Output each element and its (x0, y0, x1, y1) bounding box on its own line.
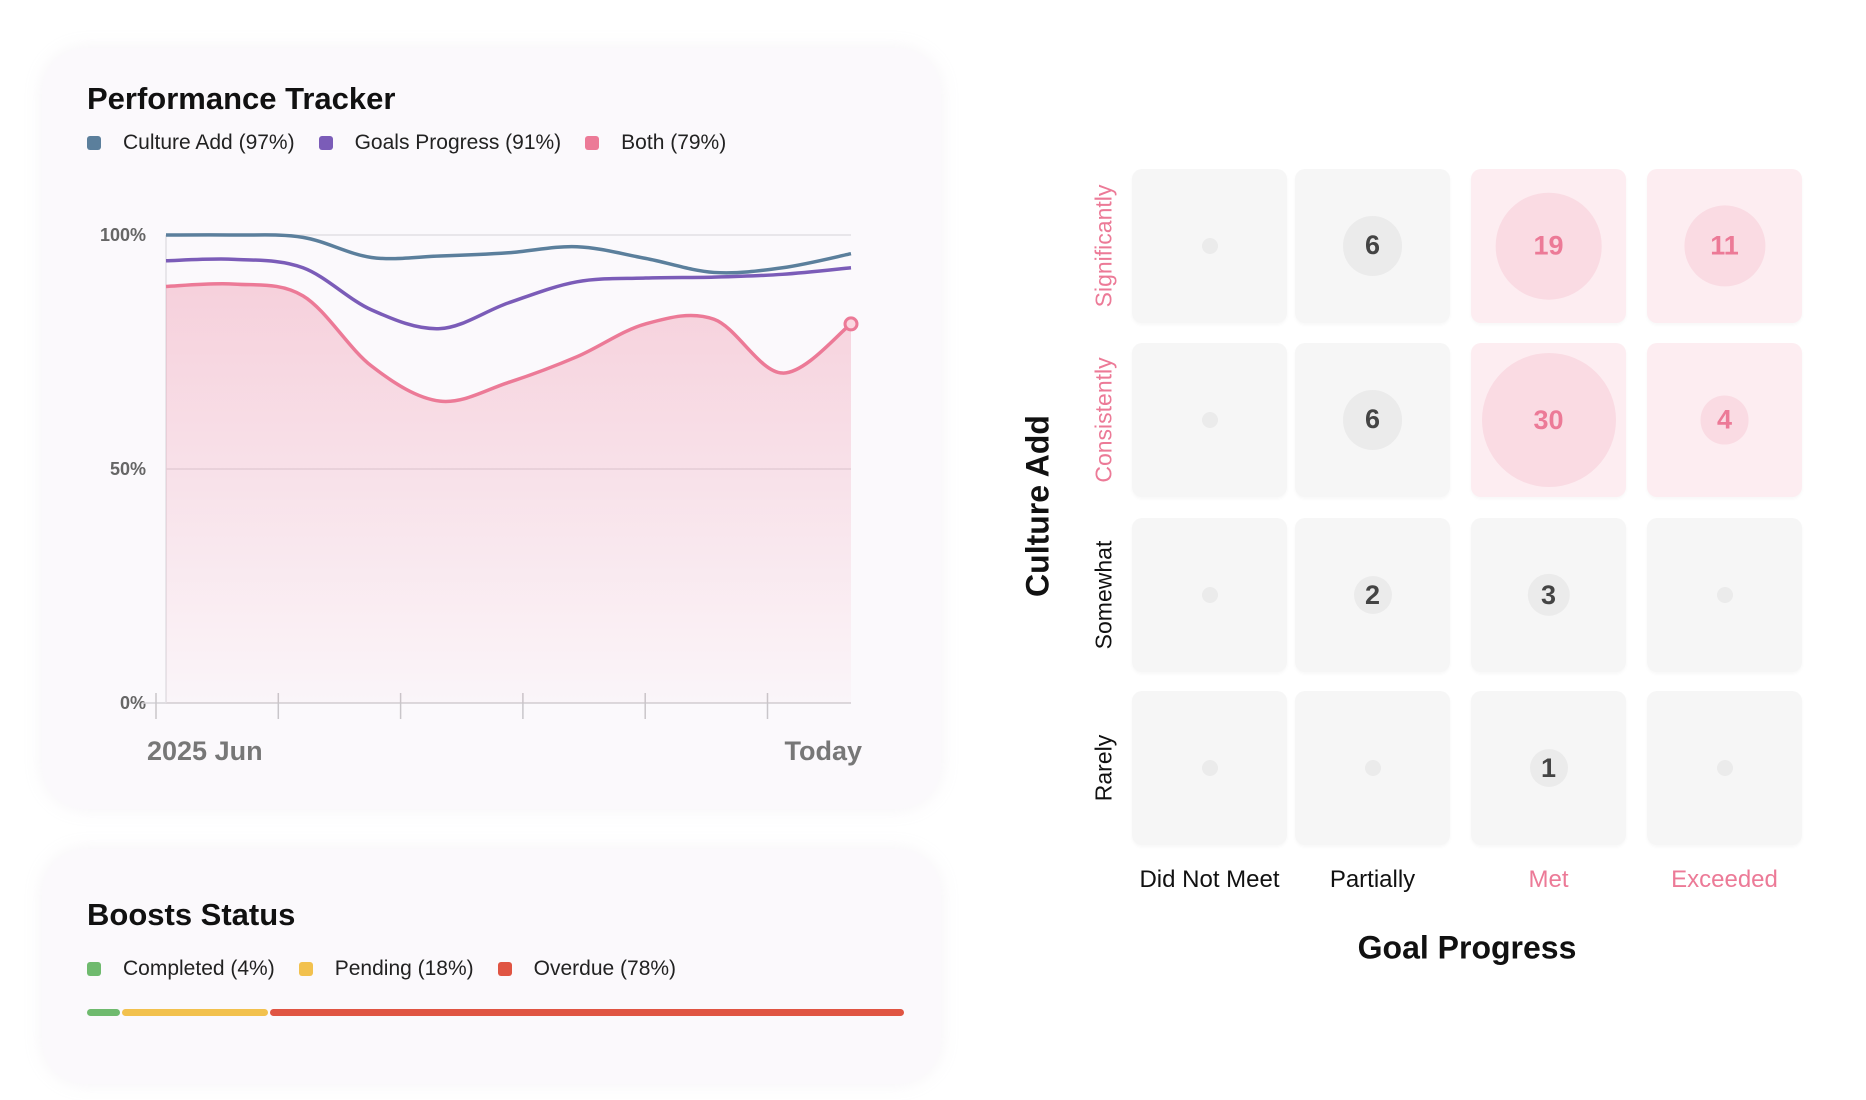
series-line (165, 282, 853, 404)
x-label-start: 2025 Jun (147, 736, 263, 766)
count-bubble: 4 (1700, 395, 1749, 445)
bar-segment (121, 1009, 268, 1016)
matrix-cell[interactable]: 11 (1647, 169, 1802, 323)
series-line (165, 233, 852, 275)
area-fill (166, 283, 851, 703)
legend-swatch (497, 962, 512, 976)
count-bubble: 1 (1529, 749, 1568, 787)
y-axis-title: Culture Add (1019, 415, 1056, 597)
card-title: Performance Tracker (87, 81, 396, 116)
column-label: Exceeded (1671, 866, 1778, 893)
y-tick-label: 50% (110, 459, 146, 479)
legend-swatch (87, 962, 101, 976)
boosts-status-card: Boosts Status Completed (4%) Pending (18%… (42, 849, 941, 1084)
matrix-cell[interactable] (1132, 343, 1287, 497)
legend-swatch (298, 962, 313, 976)
matrix-cell[interactable]: 6 (1295, 169, 1450, 323)
legend-swatch (318, 136, 333, 150)
legend-item: Both (79%) (585, 131, 726, 155)
matrix-cell[interactable] (1132, 691, 1287, 845)
empty-dot (1201, 238, 1218, 254)
legend-item: Goals Progress (91%) (318, 131, 562, 155)
x-label-end: Today (784, 736, 862, 766)
empty-dot (1201, 587, 1218, 603)
bar-segment (87, 1009, 120, 1016)
matrix-cell[interactable] (1295, 691, 1450, 845)
matrix-cell[interactable] (1132, 518, 1287, 672)
count-bubble: 6 (1342, 216, 1403, 276)
count-bubble: 30 (1481, 353, 1616, 487)
matrix-cell[interactable]: 19 (1471, 169, 1626, 323)
empty-dot (1716, 587, 1733, 603)
y-tick-label: 0% (120, 693, 146, 713)
card-title: Boosts Status (87, 897, 296, 932)
x-axis-title: Goal Progress (1357, 929, 1577, 966)
matrix-cell[interactable]: 30 (1471, 343, 1626, 497)
performance-tracker-card: Performance Tracker Culture Add (97%) Goa… (42, 48, 941, 809)
matrix-cell[interactable] (1647, 691, 1802, 845)
end-point-marker[interactable] (843, 316, 859, 332)
empty-dot (1201, 412, 1218, 428)
empty-dot (1716, 760, 1733, 776)
legend-label: Overdue (78%) (533, 957, 677, 980)
count-bubble: 2 (1353, 576, 1392, 614)
empty-dot (1201, 760, 1218, 776)
bar-segment (269, 1009, 904, 1016)
count-bubble: 11 (1683, 205, 1766, 287)
legend-label: Culture Add (97%) (123, 131, 295, 154)
legend-label: Completed (4%) (123, 957, 275, 980)
boosts-legend: Completed (4%) Pending (18%) Overdue (78%) (87, 957, 700, 981)
matrix-cell[interactable] (1647, 518, 1802, 672)
boosts-progress-bar (87, 1009, 904, 1016)
legend-label: Pending (18%) (334, 957, 474, 980)
matrix-cell[interactable]: 4 (1647, 343, 1802, 497)
count-bubble: 6 (1342, 390, 1403, 450)
legend-swatch (585, 136, 600, 150)
matrix-cell[interactable]: 3 (1471, 518, 1626, 672)
matrix-cell[interactable]: 6 (1295, 343, 1450, 497)
legend-label: Both (79%) (621, 131, 727, 154)
column-label: Did Not Meet (1139, 866, 1280, 893)
legend-item: Completed (4%) (87, 957, 275, 981)
count-bubble: 19 (1495, 192, 1602, 300)
column-label: Met (1528, 866, 1569, 893)
matrix-cell[interactable]: 2 (1295, 518, 1450, 672)
y-tick-label: 100% (100, 225, 146, 245)
row-label: Significantly (1090, 184, 1117, 308)
legend-label: Goals Progress (91%) (354, 131, 562, 154)
line-chart: 100% 50% 0% 2025 Jun Today (100, 225, 862, 766)
row-label: Somewhat (1090, 540, 1117, 650)
count-bubble: 3 (1527, 573, 1570, 617)
empty-dot (1364, 760, 1381, 776)
matrix-cell[interactable]: 1 (1471, 691, 1626, 845)
series-line (165, 257, 852, 331)
legend-item: Culture Add (97%) (87, 131, 295, 155)
row-label: Consistently (1090, 357, 1117, 483)
chart-legend: Culture Add (97%) Goals Progress (91%) Bot… (87, 131, 750, 155)
legend-swatch (87, 136, 101, 150)
column-label: Partially (1329, 866, 1416, 893)
legend-item: Pending (18%) (298, 957, 474, 981)
matrix-cell[interactable] (1132, 169, 1287, 323)
row-label: Rarely (1090, 734, 1117, 802)
legend-item: Overdue (78%) (497, 957, 677, 981)
